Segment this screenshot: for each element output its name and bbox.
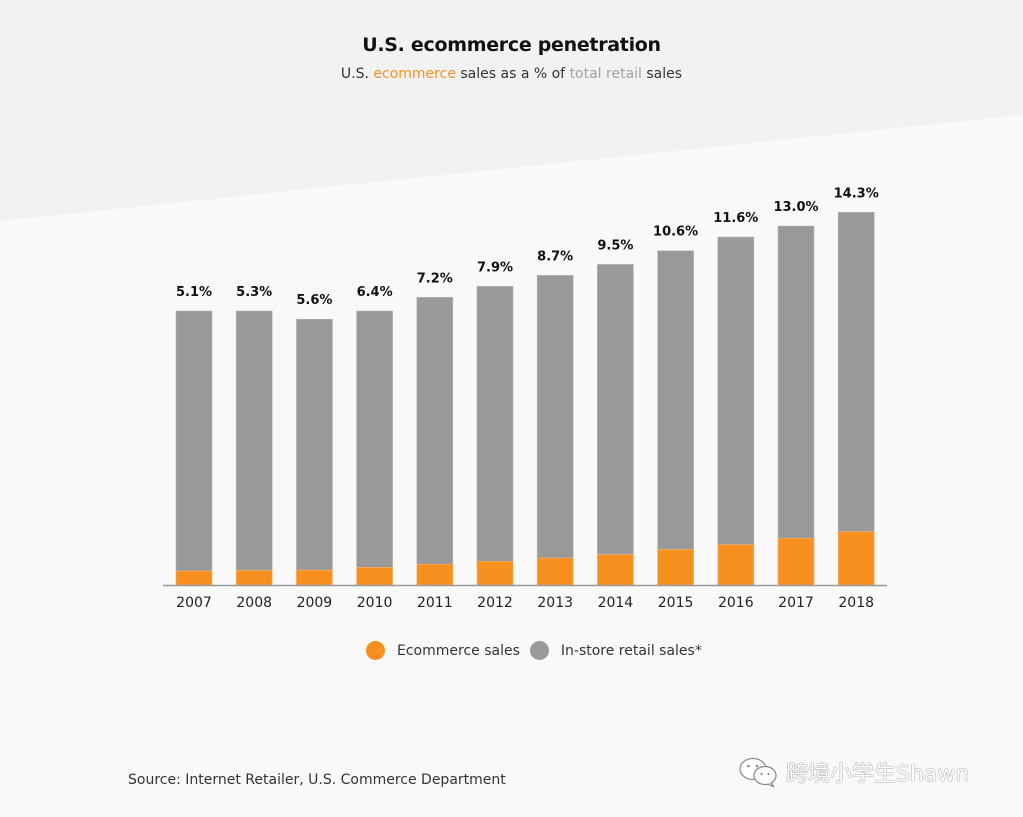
chart-title: U.S. ecommerce penetration bbox=[362, 34, 661, 56]
watermark-text: 跨境小学生Shawn bbox=[786, 762, 970, 787]
source-note: Source: Internet Retailer, U.S. Commerce… bbox=[128, 772, 506, 788]
x-tick-label-2011: 2011 bbox=[417, 595, 453, 611]
bar-ecommerce-2009 bbox=[296, 569, 333, 586]
bar-instore-2016 bbox=[717, 236, 755, 545]
bar-ecommerce-2014 bbox=[597, 554, 634, 586]
bar-instore-2010 bbox=[356, 310, 393, 568]
data-label-2014: 9.5% bbox=[597, 238, 633, 253]
data-label-2008: 5.3% bbox=[236, 285, 272, 300]
x-tick-label-2007: 2007 bbox=[176, 595, 212, 611]
x-tick-label-2015: 2015 bbox=[658, 595, 694, 611]
watermark: 跨境小学生Shawn bbox=[738, 756, 969, 788]
bar-instore-2012 bbox=[476, 286, 514, 562]
wechat-icon bbox=[739, 757, 777, 788]
data-label-2018: 14.3% bbox=[834, 186, 879, 201]
bar-instore-2015 bbox=[657, 250, 694, 550]
legend-swatch-instore bbox=[529, 641, 549, 660]
x-tick-label-2010: 2010 bbox=[357, 595, 393, 611]
bar-instore-2011 bbox=[416, 296, 454, 565]
data-label-2010: 6.4% bbox=[357, 285, 393, 300]
bar-ecommerce-2016 bbox=[717, 544, 755, 586]
data-label-2013: 8.7% bbox=[537, 249, 573, 264]
data-label-2011: 7.2% bbox=[417, 271, 453, 286]
bar-ecommerce-2018 bbox=[837, 531, 875, 586]
chart-subtitle: U.S. ecommerce sales as a % of total ret… bbox=[0, 66, 1023, 82]
legend: Ecommerce sales In-store retail sales* bbox=[366, 641, 712, 660]
legend-label-instore: In-store retail sales* bbox=[560, 642, 702, 659]
data-label-2017: 13.0% bbox=[773, 200, 818, 215]
bar-instore-2014 bbox=[597, 264, 634, 555]
bar-ecommerce-2007 bbox=[175, 570, 213, 586]
subtitle-part: sales as a % of bbox=[455, 66, 570, 82]
x-tick-label-2017: 2017 bbox=[778, 595, 814, 611]
bar-instore-2013 bbox=[536, 275, 574, 559]
x-tick-label-2008: 2008 bbox=[236, 595, 272, 611]
x-tick-label-2012: 2012 bbox=[477, 595, 513, 611]
bar-ecommerce-2010 bbox=[356, 567, 393, 586]
bar-instore-2017 bbox=[777, 225, 815, 539]
bar-instore-2007 bbox=[175, 310, 213, 572]
bar-ecommerce-2015 bbox=[657, 549, 694, 586]
x-tick-label-2013: 2013 bbox=[537, 595, 573, 611]
x-tick-label-2016: 2016 bbox=[718, 595, 754, 611]
bar-ecommerce-2017 bbox=[777, 538, 815, 586]
subtitle-total-retail-highlight: total retail bbox=[569, 66, 642, 82]
bar-ecommerce-2013 bbox=[536, 557, 574, 586]
legend-swatch-ecommerce bbox=[366, 641, 385, 660]
bar-ecommerce-2012 bbox=[476, 561, 514, 586]
bar-ecommerce-2008 bbox=[235, 570, 273, 586]
bar-ecommerce-2011 bbox=[416, 563, 454, 586]
data-label-2007: 5.1% bbox=[176, 285, 212, 300]
legend-item-ecommerce: Ecommerce sales bbox=[366, 641, 520, 660]
legend-item-instore: In-store retail sales* bbox=[529, 641, 702, 660]
bar-instore-2018 bbox=[837, 212, 875, 533]
subtitle-part: sales bbox=[641, 66, 683, 82]
subtitle-ecommerce-highlight: ecommerce bbox=[373, 66, 456, 82]
data-label-2012: 7.9% bbox=[477, 260, 513, 275]
bar-instore-2008 bbox=[235, 310, 273, 571]
data-label-2015: 10.6% bbox=[653, 225, 698, 240]
x-tick-label-2009: 2009 bbox=[297, 595, 333, 611]
x-tick-label-2014: 2014 bbox=[598, 595, 634, 611]
subtitle-part: U.S. bbox=[340, 66, 374, 82]
data-label-2009: 5.6% bbox=[296, 293, 332, 308]
x-tick-label-2018: 2018 bbox=[838, 595, 874, 611]
bar-instore-2009 bbox=[296, 318, 333, 571]
data-label-2016: 11.6% bbox=[713, 211, 758, 226]
legend-label-ecommerce: Ecommerce sales bbox=[397, 642, 520, 659]
